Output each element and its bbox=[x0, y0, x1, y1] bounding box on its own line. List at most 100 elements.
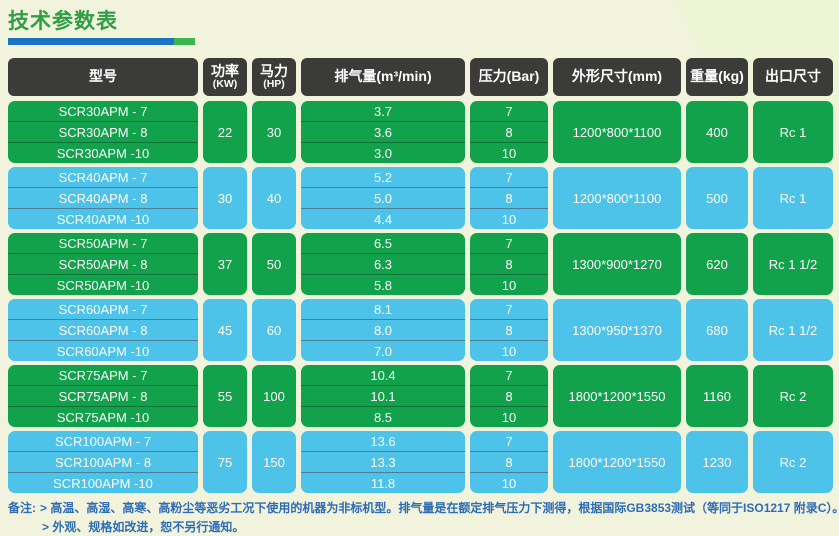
model-name: SCR75APM -10 bbox=[8, 406, 198, 427]
pressure-cell: 7 8 10 bbox=[470, 365, 548, 427]
horsepower-cell: 100 bbox=[252, 365, 296, 427]
horsepower-cell: 150 bbox=[252, 431, 296, 493]
model-cell: SCR50APM - 7 SCR50APM - 8 SCR50APM -10 bbox=[8, 233, 198, 295]
column-header-outlet: 出口尺寸 bbox=[753, 58, 833, 96]
page-title: 技术参数表 bbox=[8, 10, 118, 33]
model-name: SCR100APM - 7 bbox=[54, 433, 152, 449]
note-text-2: > 外观、规格如改进，恕不另行通知。 bbox=[42, 519, 245, 534]
pressure-value: 8 bbox=[470, 451, 548, 472]
model-name: SCR40APM - 8 bbox=[8, 187, 198, 208]
pressure-cell: 7 8 10 bbox=[470, 299, 548, 361]
displacement-value: 3.0 bbox=[301, 142, 465, 163]
power-cell: 30 bbox=[203, 167, 247, 229]
model-group-row: SCR40APM - 7 SCR40APM - 8 SCR40APM -10 30 40… bbox=[8, 167, 833, 229]
model-group-row: SCR50APM - 7 SCR50APM - 8 SCR50APM -10 37 50… bbox=[8, 233, 833, 295]
pressure-value: 7 bbox=[505, 103, 513, 119]
pressure-value: 8 bbox=[470, 319, 548, 340]
note-line-1: 备注: > 高温、高湿、高寒、高粉尘等恶劣工况下使用的机器为非标机型。排气量是在额… bbox=[8, 499, 839, 518]
dimensions-cell: 1200*800*1100 bbox=[553, 167, 681, 229]
displacement-value: 5.2 bbox=[373, 169, 393, 185]
displacement-cell: 10.4 10.1 8.5 bbox=[301, 365, 465, 427]
table-header-row: 型号 功率 (KW) 马力 (HP) 排气量(m³/min) 压力(Bar) 外形尺寸(mm)… bbox=[8, 58, 833, 96]
displacement-cell: 5.2 5.0 4.4 bbox=[301, 167, 465, 229]
model-cell: SCR30APM - 7 SCR30APM - 8 SCR30APM -10 bbox=[8, 101, 198, 163]
outlet-cell: Rc 1 1/2 bbox=[753, 299, 833, 361]
model-name: SCR50APM -10 bbox=[8, 274, 198, 295]
model-group-row: SCR75APM - 7 SCR75APM - 8 SCR75APM -10 55 10… bbox=[8, 365, 833, 427]
displacement-cell: 6.5 6.3 5.8 bbox=[301, 233, 465, 295]
pressure-value: 8 bbox=[470, 253, 548, 274]
model-name: SCR75APM - 8 bbox=[8, 385, 198, 406]
displacement-value: 4.4 bbox=[301, 208, 465, 229]
model-name: SCR60APM - 8 bbox=[8, 319, 198, 340]
weight-cell: 400 bbox=[686, 101, 748, 163]
outlet-cell: Rc 2 bbox=[753, 365, 833, 427]
horsepower-cell: 40 bbox=[252, 167, 296, 229]
displacement-value: 6.5 bbox=[373, 235, 393, 251]
column-header-label: 压力(Bar) bbox=[478, 68, 540, 85]
column-header-weight: 重量(kg) bbox=[686, 58, 748, 96]
displacement-value: 10.4 bbox=[370, 367, 396, 383]
column-header-dimensions: 外形尺寸(mm) bbox=[553, 58, 681, 96]
column-header-label: 功率 bbox=[211, 62, 239, 79]
power-cell: 45 bbox=[203, 299, 247, 361]
column-header-label: 重量(kg) bbox=[690, 68, 744, 85]
model-name: SCR100APM - 8 bbox=[8, 451, 198, 472]
notes: 备注: > 高温、高湿、高寒、高粉尘等恶劣工况下使用的机器为非标机型。排气量是在额… bbox=[8, 499, 839, 536]
model-name: SCR100APM -10 bbox=[8, 472, 198, 493]
displacement-cell: 3.7 3.6 3.0 bbox=[301, 101, 465, 163]
pressure-cell: 7 8 10 bbox=[470, 233, 548, 295]
column-header-label: 外形尺寸(mm) bbox=[571, 68, 663, 85]
outlet-cell: Rc 1 bbox=[753, 101, 833, 163]
table-body: SCR30APM - 7 SCR30APM - 8 SCR30APM -10 22 30… bbox=[8, 101, 833, 493]
model-name: SCR40APM -10 bbox=[8, 208, 198, 229]
dimensions-cell: 1200*800*1100 bbox=[553, 101, 681, 163]
power-cell: 37 bbox=[203, 233, 247, 295]
displacement-value: 5.0 bbox=[301, 187, 465, 208]
column-header-label: 马力 bbox=[260, 62, 288, 79]
column-header-label: 型号 bbox=[89, 68, 117, 85]
title-underline bbox=[8, 38, 195, 45]
horsepower-cell: 30 bbox=[252, 101, 296, 163]
weight-cell: 1160 bbox=[686, 365, 748, 427]
pressure-value: 10 bbox=[470, 142, 548, 163]
column-header-unit: (HP) bbox=[263, 77, 285, 90]
model-name: SCR75APM - 7 bbox=[58, 367, 148, 383]
model-name: SCR50APM - 7 bbox=[58, 235, 148, 251]
column-header-pressure: 压力(Bar) bbox=[470, 58, 548, 96]
pressure-cell: 7 8 10 bbox=[470, 101, 548, 163]
model-cell: SCR100APM - 7 SCR100APM - 8 SCR100APM -10 bbox=[8, 431, 198, 493]
horsepower-cell: 50 bbox=[252, 233, 296, 295]
model-cell: SCR75APM - 7 SCR75APM - 8 SCR75APM -10 bbox=[8, 365, 198, 427]
displacement-value: 5.8 bbox=[301, 274, 465, 295]
pressure-value: 7 bbox=[505, 301, 513, 317]
model-cell: SCR60APM - 7 SCR60APM - 8 SCR60APM -10 bbox=[8, 299, 198, 361]
displacement-value: 8.0 bbox=[301, 319, 465, 340]
model-name: SCR30APM - 7 bbox=[58, 103, 148, 119]
model-group-row: SCR60APM - 7 SCR60APM - 8 SCR60APM -10 45 60… bbox=[8, 299, 833, 361]
displacement-value: 3.6 bbox=[301, 121, 465, 142]
pressure-value: 10 bbox=[470, 340, 548, 361]
column-header-label: 排气量(m³/min) bbox=[334, 68, 432, 85]
displacement-value: 7.0 bbox=[301, 340, 465, 361]
column-header-unit: (KW) bbox=[212, 77, 238, 90]
notes-label: 备注: bbox=[8, 501, 36, 515]
power-cell: 55 bbox=[203, 365, 247, 427]
displacement-value: 13.3 bbox=[301, 451, 465, 472]
note-text-1: > 高温、高湿、高寒、高粉尘等恶劣工况下使用的机器为非标机型。排气量是在额定排气… bbox=[40, 501, 839, 515]
dimensions-cell: 1800*1200*1550 bbox=[553, 431, 681, 493]
weight-cell: 1230 bbox=[686, 431, 748, 493]
title-underline-green-segment bbox=[174, 38, 195, 45]
column-header-model: 型号 bbox=[8, 58, 198, 96]
technical-parameters-page: 技术参数表 型号 功率 (KW) 马力 (HP) 排气量(m³/min) 压力(Bar) 外形… bbox=[8, 10, 839, 534]
displacement-value: 13.6 bbox=[370, 433, 396, 449]
pressure-value: 10 bbox=[470, 274, 548, 295]
displacement-value: 8.5 bbox=[301, 406, 465, 427]
model-name: SCR40APM - 7 bbox=[58, 169, 148, 185]
displacement-value: 6.3 bbox=[301, 253, 465, 274]
pressure-value: 10 bbox=[470, 406, 548, 427]
displacement-value: 8.1 bbox=[373, 301, 393, 317]
note-line-2: > 外观、规格如改进，恕不另行通知。 bbox=[8, 518, 833, 536]
power-cell: 22 bbox=[203, 101, 247, 163]
power-cell: 75 bbox=[203, 431, 247, 493]
